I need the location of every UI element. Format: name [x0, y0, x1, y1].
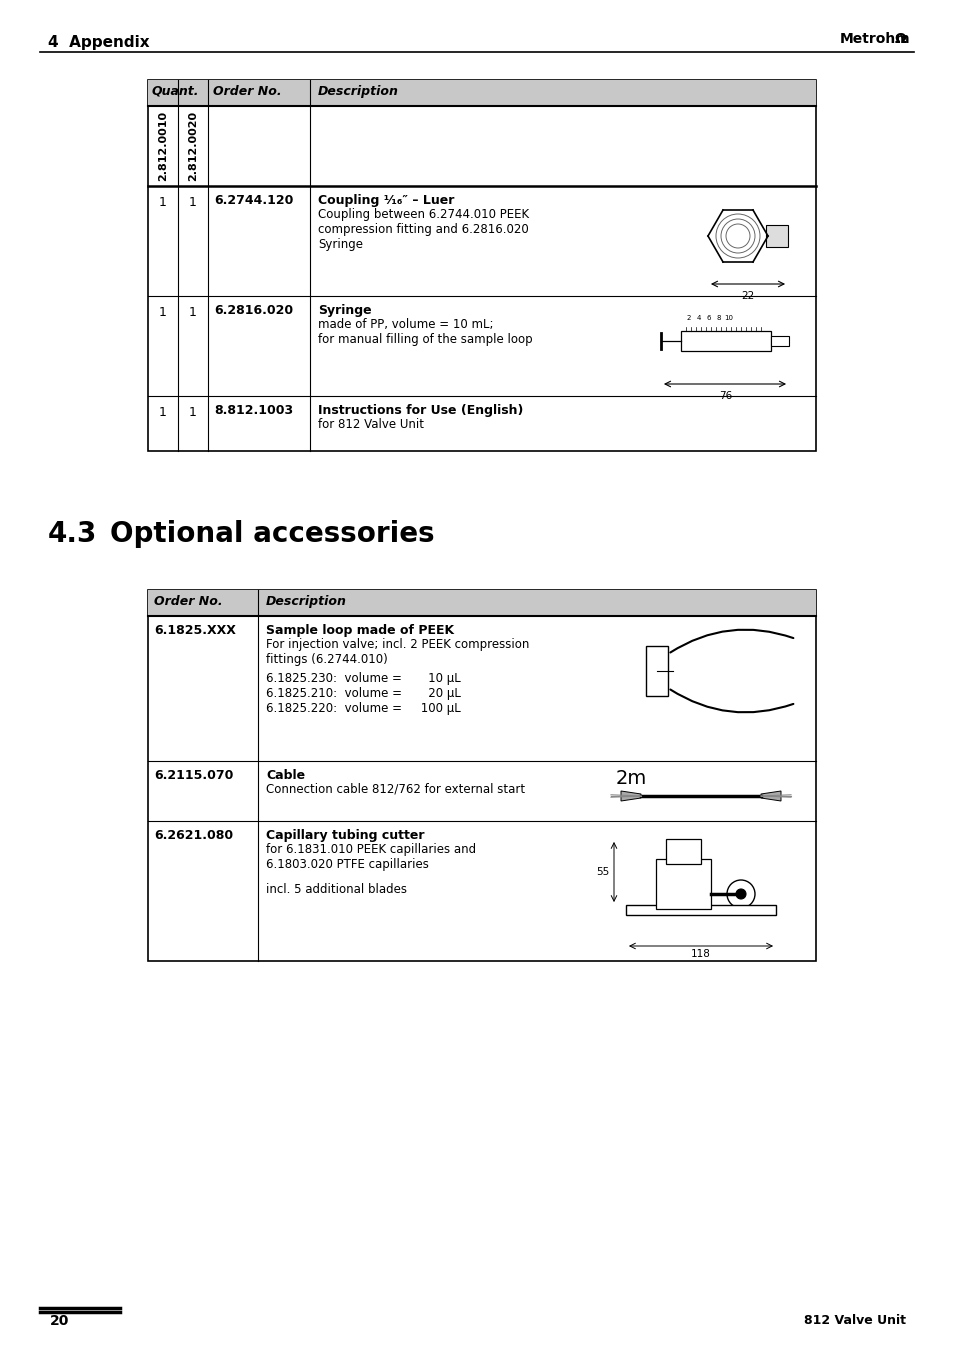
- Text: incl. 5 additional blades: incl. 5 additional blades: [266, 884, 407, 896]
- Text: 10: 10: [723, 315, 733, 322]
- Text: 812 Valve Unit: 812 Valve Unit: [803, 1315, 905, 1327]
- Bar: [665, 839, 700, 865]
- Bar: [148, 80, 815, 451]
- Text: for 812 Valve Unit: for 812 Valve Unit: [317, 417, 423, 431]
- Text: 1: 1: [159, 305, 167, 319]
- Text: 1: 1: [189, 305, 196, 319]
- Bar: [770, 336, 788, 346]
- Text: 4  Appendix: 4 Appendix: [48, 35, 150, 50]
- Text: Description: Description: [317, 85, 398, 99]
- Polygon shape: [620, 790, 640, 801]
- Bar: [148, 590, 815, 616]
- Text: Cable: Cable: [266, 769, 305, 782]
- Circle shape: [735, 889, 745, 898]
- Text: 20: 20: [50, 1315, 70, 1328]
- Text: Order No.: Order No.: [153, 594, 222, 608]
- Text: Description: Description: [266, 594, 347, 608]
- Text: Connection cable 812/762 for external start: Connection cable 812/762 for external st…: [266, 784, 524, 796]
- Text: 2m: 2m: [616, 769, 646, 788]
- Text: For injection valve; incl. 2 PEEK compression
fittings (6.2744.010): For injection valve; incl. 2 PEEK compre…: [266, 638, 529, 666]
- Polygon shape: [760, 790, 781, 801]
- Text: 1: 1: [189, 196, 196, 209]
- Bar: [680, 331, 770, 351]
- Text: 76: 76: [719, 390, 732, 401]
- Text: Ω: Ω: [893, 32, 905, 46]
- Bar: [765, 226, 787, 247]
- Text: 6.2816.020: 6.2816.020: [213, 304, 293, 317]
- Text: Syringe: Syringe: [317, 304, 372, 317]
- Text: 6.1825.XXX: 6.1825.XXX: [153, 624, 235, 638]
- Text: 2.812.0010: 2.812.0010: [158, 111, 168, 181]
- Text: 6.2744.120: 6.2744.120: [213, 195, 294, 207]
- Bar: [148, 80, 815, 105]
- Text: 55: 55: [595, 867, 608, 877]
- Text: Quant.: Quant.: [152, 85, 199, 99]
- Text: made of PP, volume = 10 mL;
for manual filling of the sample loop: made of PP, volume = 10 mL; for manual f…: [317, 317, 532, 346]
- Text: 6.2115.070: 6.2115.070: [153, 769, 233, 782]
- Text: Coupling between 6.2744.010 PEEK
compression fitting and 6.2816.020
Syringe: Coupling between 6.2744.010 PEEK compres…: [317, 208, 529, 251]
- Text: 4: 4: [696, 315, 700, 322]
- Text: 1: 1: [159, 196, 167, 209]
- Bar: [148, 590, 815, 961]
- Text: 4.3: 4.3: [48, 520, 97, 549]
- Text: 8.812.1003: 8.812.1003: [213, 404, 293, 417]
- Text: 8: 8: [716, 315, 720, 322]
- Text: Metrohm: Metrohm: [839, 32, 909, 46]
- Text: Coupling ¹⁄₁₆″ – Luer: Coupling ¹⁄₁₆″ – Luer: [317, 195, 454, 207]
- Text: Capillary tubing cutter: Capillary tubing cutter: [266, 830, 424, 842]
- Text: Instructions for Use (English): Instructions for Use (English): [317, 404, 523, 417]
- Text: 22: 22: [740, 290, 754, 301]
- Bar: [656, 859, 710, 909]
- Text: 6.2621.080: 6.2621.080: [153, 830, 233, 842]
- Text: 2: 2: [686, 315, 691, 322]
- Text: Order No.: Order No.: [213, 85, 281, 99]
- Bar: [645, 646, 667, 696]
- Bar: [625, 905, 775, 915]
- Text: 6.1825.230:  volume =       10 μL
6.1825.210:  volume =       20 μL
6.1825.220: : 6.1825.230: volume = 10 μL 6.1825.210: v…: [266, 671, 460, 715]
- Text: 118: 118: [690, 948, 710, 959]
- Text: Optional accessories: Optional accessories: [110, 520, 435, 549]
- Text: 1: 1: [189, 407, 196, 419]
- Text: 1: 1: [159, 407, 167, 419]
- Text: 2.812.0020: 2.812.0020: [188, 111, 198, 181]
- Text: Sample loop made of PEEK: Sample loop made of PEEK: [266, 624, 454, 638]
- Text: for 6.1831.010 PEEK capillaries and
6.1803.020 PTFE capillaries: for 6.1831.010 PEEK capillaries and 6.18…: [266, 843, 476, 871]
- Text: 6: 6: [706, 315, 711, 322]
